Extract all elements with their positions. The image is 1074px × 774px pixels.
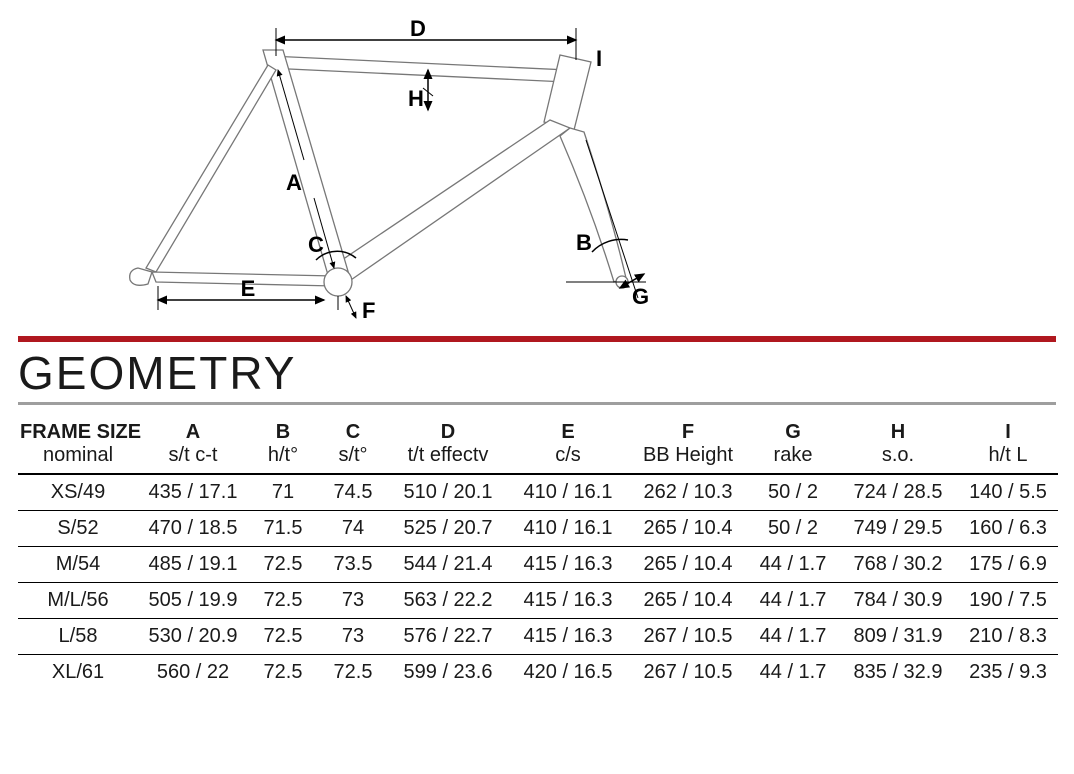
table-header-cell: Bh/t° (248, 415, 318, 474)
table-cell: 835 / 32.9 (838, 655, 958, 691)
table-header-cell: Cs/t° (318, 415, 388, 474)
table-header-cell: Ih/t L (958, 415, 1058, 474)
table-header-cell: Dt/t effectv (388, 415, 508, 474)
table-cell: 72.5 (248, 655, 318, 691)
table-row: L/58530 / 20.972.573576 / 22.7415 / 16.3… (18, 619, 1058, 655)
table-row: XS/49435 / 17.17174.5510 / 20.1410 / 16.… (18, 474, 1058, 511)
rule-grey (18, 402, 1056, 405)
table-cell: M/L/56 (18, 583, 138, 619)
label-B: B (576, 230, 592, 255)
label-H: H (408, 86, 424, 111)
table-cell: M/54 (18, 547, 138, 583)
label-C: C (308, 232, 324, 257)
table-cell: L/58 (18, 619, 138, 655)
table-cell: XS/49 (18, 474, 138, 511)
frame-diagram: D I H A C E F B (18, 10, 1056, 330)
table-cell: 73 (318, 583, 388, 619)
table-row: M/54485 / 19.172.573.5544 / 21.4415 / 16… (18, 547, 1058, 583)
table-cell: 140 / 5.5 (958, 474, 1058, 511)
table-cell: 175 / 6.9 (958, 547, 1058, 583)
table-cell: 74 (318, 511, 388, 547)
table-cell: 74.5 (318, 474, 388, 511)
table-cell: 73 (318, 619, 388, 655)
table-cell: 784 / 30.9 (838, 583, 958, 619)
table-cell: 530 / 20.9 (138, 619, 248, 655)
label-A: A (286, 170, 302, 195)
table-cell: 262 / 10.3 (628, 474, 748, 511)
table-cell: 267 / 10.5 (628, 619, 748, 655)
table-cell: 44 / 1.7 (748, 583, 838, 619)
table-cell: 415 / 16.3 (508, 583, 628, 619)
table-body: XS/49435 / 17.17174.5510 / 20.1410 / 16.… (18, 474, 1058, 690)
table-cell: 510 / 20.1 (388, 474, 508, 511)
table-cell: 724 / 28.5 (838, 474, 958, 511)
table-cell: 44 / 1.7 (748, 655, 838, 691)
geometry-table: FRAME SIZEnominalAs/t c-tBh/t°Cs/t°Dt/t … (18, 415, 1058, 690)
table-cell: 71.5 (248, 511, 318, 547)
table-header-cell: Ec/s (508, 415, 628, 474)
table-cell: 599 / 23.6 (388, 655, 508, 691)
table-cell: 560 / 22 (138, 655, 248, 691)
table-cell: 505 / 19.9 (138, 583, 248, 619)
table-row: XL/61560 / 2272.572.5599 / 23.6420 / 16.… (18, 655, 1058, 691)
geometry-page: D I H A C E F B (0, 0, 1074, 774)
table-cell: 72.5 (248, 583, 318, 619)
frame-diagram-svg: D I H A C E F B (98, 10, 738, 330)
table-cell: 415 / 16.3 (508, 619, 628, 655)
table-cell: 410 / 16.1 (508, 511, 628, 547)
table-header-cell: As/t c-t (138, 415, 248, 474)
table-header-cell: Grake (748, 415, 838, 474)
table-cell: 50 / 2 (748, 474, 838, 511)
table-cell: 72.5 (248, 547, 318, 583)
table-cell: 235 / 9.3 (958, 655, 1058, 691)
label-F: F (362, 298, 375, 323)
table-cell: 210 / 8.3 (958, 619, 1058, 655)
table-cell: 809 / 31.9 (838, 619, 958, 655)
table-cell: 768 / 30.2 (838, 547, 958, 583)
table-cell: 576 / 22.7 (388, 619, 508, 655)
table-cell: 415 / 16.3 (508, 547, 628, 583)
table-cell: 71 (248, 474, 318, 511)
table-header-cell: FRAME SIZEnominal (18, 415, 138, 474)
section-title: GEOMETRY (18, 346, 1056, 400)
table-cell: 525 / 20.7 (388, 511, 508, 547)
table-cell: XL/61 (18, 655, 138, 691)
table-cell: 190 / 7.5 (958, 583, 1058, 619)
label-D: D (410, 16, 426, 41)
label-I: I (596, 46, 602, 71)
table-cell: 50 / 2 (748, 511, 838, 547)
label-G: G (632, 284, 649, 309)
table-cell: 72.5 (248, 619, 318, 655)
table-cell: 265 / 10.4 (628, 511, 748, 547)
table-cell: 749 / 29.5 (838, 511, 958, 547)
table-cell: 410 / 16.1 (508, 474, 628, 511)
table-cell: 44 / 1.7 (748, 619, 838, 655)
table-cell: 160 / 6.3 (958, 511, 1058, 547)
table-header-cell: Hs.o. (838, 415, 958, 474)
table-cell: 435 / 17.1 (138, 474, 248, 511)
table-cell: 267 / 10.5 (628, 655, 748, 691)
table-cell: 420 / 16.5 (508, 655, 628, 691)
table-cell: 44 / 1.7 (748, 547, 838, 583)
table-header-row: FRAME SIZEnominalAs/t c-tBh/t°Cs/t°Dt/t … (18, 415, 1058, 474)
table-header-cell: FBB Height (628, 415, 748, 474)
table-cell: 563 / 22.2 (388, 583, 508, 619)
table-cell: 72.5 (318, 655, 388, 691)
table-cell: S/52 (18, 511, 138, 547)
label-E: E (241, 276, 256, 301)
table-cell: 265 / 10.4 (628, 547, 748, 583)
table-cell: 544 / 21.4 (388, 547, 508, 583)
table-row: M/L/56505 / 19.972.573563 / 22.2415 / 16… (18, 583, 1058, 619)
table-cell: 470 / 18.5 (138, 511, 248, 547)
table-cell: 265 / 10.4 (628, 583, 748, 619)
table-cell: 73.5 (318, 547, 388, 583)
table-row: S/52470 / 18.571.574525 / 20.7410 / 16.1… (18, 511, 1058, 547)
rule-red (18, 336, 1056, 342)
table-cell: 485 / 19.1 (138, 547, 248, 583)
